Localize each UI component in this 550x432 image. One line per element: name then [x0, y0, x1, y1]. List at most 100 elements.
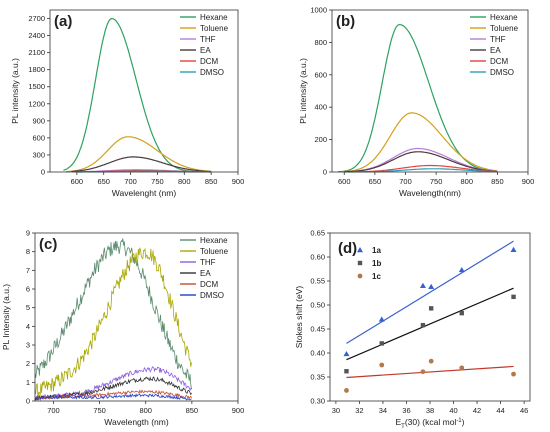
y-tick-label: 900 [32, 116, 45, 125]
y-tick-label: 200 [314, 135, 327, 144]
panel-b: 600 650 700 750 800 850 900 0 200 400 600 800 1000 H… [298, 6, 534, 199]
x-tick-label: 36 [402, 406, 410, 415]
y-tick-label: 2400 [28, 31, 45, 40]
data-point [428, 283, 435, 289]
data-point [420, 369, 426, 375]
x-tick-label: 900 [232, 177, 245, 186]
x-tick-label: 850 [205, 177, 218, 186]
legend-label: 1b [372, 259, 381, 268]
data-point [344, 388, 349, 393]
y-tick-label: 300 [32, 150, 45, 159]
x-tick-label: 800 [178, 177, 191, 186]
legend-label: DMSO [200, 291, 224, 300]
x-tick-label: 850 [491, 177, 504, 186]
legend-label: Toluene [200, 247, 229, 256]
plot-frame [329, 232, 531, 402]
y-tick-label: 0.60 [310, 253, 325, 262]
y-tick-label: 1800 [28, 65, 45, 74]
legend-label: Toluene [200, 24, 229, 33]
legend-marker [357, 260, 363, 266]
y-tick-label: 6 [26, 285, 30, 294]
data-point [343, 350, 350, 357]
x-title-main: E [395, 417, 401, 427]
fit-line-1a [346, 240, 514, 344]
x-tick-label: 46 [520, 406, 528, 415]
legend-label: THF [490, 35, 506, 44]
x-tick-label: 44 [496, 406, 504, 415]
x-tick-label: 40 [449, 406, 457, 415]
y-tick-label: 4 [26, 322, 30, 331]
y-tick-label: 5 [26, 303, 30, 312]
legend-label: DCM [200, 57, 219, 66]
y-axis-title: PL Intensity (a.u.) [1, 284, 11, 350]
data-point [428, 306, 434, 311]
x-tick-label: 800 [460, 177, 473, 186]
legend-label: DCM [200, 280, 219, 289]
legend-label: DMSO [200, 68, 224, 77]
x-title-close: ) [462, 417, 465, 427]
y-tick-label: 0.35 [310, 373, 325, 382]
data-point [459, 365, 465, 371]
x-axis-title: ET(30) (kcal mol-1) [395, 417, 464, 430]
x-title-sup: -1 [456, 418, 462, 424]
x-tick-label: 600 [71, 177, 84, 186]
x-tick-label: 900 [522, 177, 535, 186]
legend-label: DMSO [490, 68, 514, 77]
data-point [420, 322, 426, 328]
x-tick-label: 750 [430, 177, 443, 186]
x-tick-label: 700 [399, 177, 412, 186]
x-axis-title: Wavelength(nm) [399, 188, 461, 198]
legend-label: THF [200, 35, 216, 44]
series-line-ea [344, 151, 498, 173]
y-tick-label: 2 [26, 359, 30, 368]
y-tick-label: 0.65 [310, 229, 325, 238]
y-tick-label: 1000 [310, 6, 327, 15]
data-point [510, 246, 517, 252]
data-point [378, 316, 385, 322]
plot-frame [331, 9, 529, 173]
legend-label: EA [200, 46, 211, 55]
panel-d: 30 32 34 36 38 40 42 44 46 0.30 0.35 0.40 0.45 0.50 0.… [294, 229, 531, 430]
y-tick-label: 0.40 [310, 349, 325, 358]
y-tick-label: 2100 [28, 48, 45, 57]
x-tick-label: 650 [369, 177, 382, 186]
panel-label: (b) [336, 13, 355, 30]
legend-label: 1a [372, 246, 381, 255]
series-line-dmso [34, 393, 192, 401]
data-point [511, 371, 516, 377]
y-tick-label: 8 [26, 247, 30, 256]
y-tick-label: 800 [314, 38, 327, 47]
y-tick-label: 600 [314, 70, 327, 79]
legend-label: Hexane [200, 13, 228, 22]
y-tick-label: 0.45 [310, 325, 325, 334]
x-tick-label: 30 [332, 406, 340, 415]
x-tick-label: 650 [97, 177, 110, 186]
y-axis-title: Stokes shift (eV) [294, 286, 304, 349]
legend-label: 1c [372, 272, 381, 281]
data-point [344, 369, 349, 374]
y-tick-label: 1500 [28, 82, 45, 91]
legend-label: EA [490, 46, 501, 55]
y-axis-title: PL intensity (a.u.) [10, 58, 20, 124]
x-tick-label: 42 [473, 406, 481, 415]
y-tick-label: 0 [26, 397, 30, 406]
y-tick-label: 0.30 [310, 397, 325, 406]
data-point [459, 310, 464, 316]
series-line-hexane [338, 23, 498, 173]
legend-label: Hexane [490, 13, 518, 22]
y-tick-label: 0.50 [310, 301, 325, 310]
x-tick-label: 800 [139, 406, 152, 415]
data-point [419, 282, 426, 288]
fit-line-1b [346, 287, 514, 361]
x-tick-label: 750 [93, 406, 106, 415]
x-tick-label: 38 [426, 406, 434, 415]
panel-label: (a) [54, 13, 72, 30]
x-axis-title: Wavelenght (nm) [112, 188, 177, 198]
series-line-toluene [341, 112, 497, 173]
series-line-ea [71, 156, 212, 173]
plot-frame [34, 232, 239, 402]
series-line-hexane [34, 238, 192, 390]
legend-label: Hexane [200, 236, 228, 245]
x-title-sub: T [401, 424, 405, 430]
